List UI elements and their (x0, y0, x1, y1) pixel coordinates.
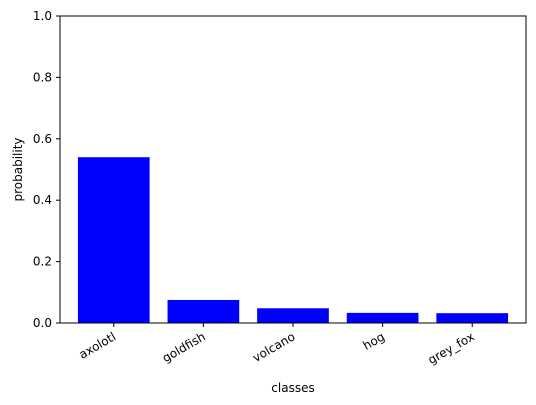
x-tick-label: hog (361, 329, 388, 352)
x-tick-label: volcano (250, 329, 297, 364)
y-tick-label: 1.0 (33, 9, 52, 23)
y-tick-label: 0.0 (33, 316, 52, 330)
x-axis-label: classes (271, 381, 314, 395)
x-tick-label: axolotl (76, 329, 118, 361)
y-tick-label: 0.8 (33, 70, 52, 84)
bars-group (77, 157, 509, 323)
y-tick-label: 0.6 (33, 132, 52, 146)
bar-grey-fox (436, 313, 509, 323)
x-axis: axolotl goldfish volcano hog grey_fox (76, 323, 477, 367)
y-axis-label: probability (11, 137, 25, 201)
x-tick-label: grey_fox (425, 329, 476, 367)
bar-hog (346, 312, 419, 323)
y-tick-label: 0.4 (33, 193, 52, 207)
x-tick-label: goldfish (160, 329, 208, 365)
bar-volcano (257, 308, 329, 323)
y-axis: 0.0 0.2 0.4 0.6 0.8 1.0 (33, 9, 60, 330)
bar-axolotl (77, 157, 150, 323)
bar-goldfish (167, 299, 240, 323)
plot-frame (59, 15, 527, 324)
y-tick-label: 0.2 (33, 255, 52, 269)
